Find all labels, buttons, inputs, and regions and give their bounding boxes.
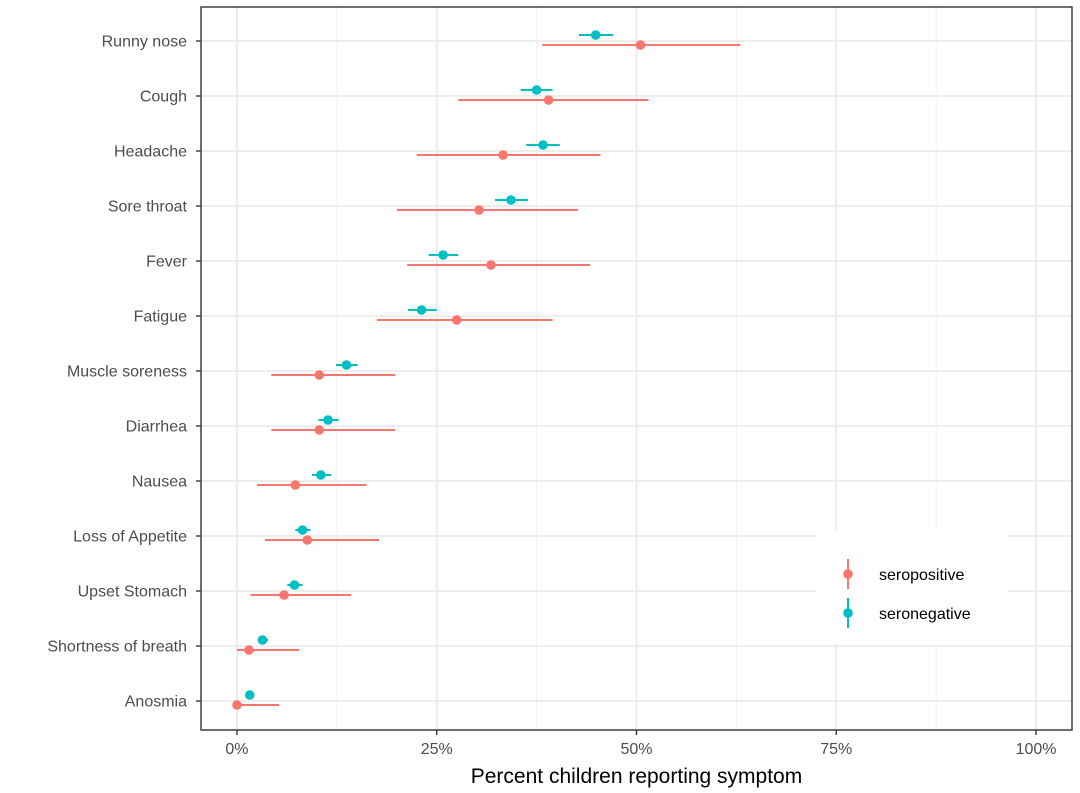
x-axis-labels: 0% 25% 50% 75% 100% bbox=[225, 730, 1057, 758]
x-tick-label: 0% bbox=[225, 741, 248, 758]
data-point bbox=[314, 425, 325, 435]
series-seronegative bbox=[244, 30, 614, 700]
panel-border bbox=[200, 6, 1073, 731]
data-point bbox=[341, 360, 352, 370]
data-point bbox=[244, 690, 255, 700]
data-point bbox=[289, 580, 300, 590]
y-tick-label: Cough bbox=[140, 89, 187, 106]
y-tick-label: Muscle soreness bbox=[67, 364, 187, 381]
x-tick-label: 75% bbox=[820, 741, 852, 758]
y-tick-label: Fatigue bbox=[134, 309, 187, 326]
grid-lines bbox=[201, 7, 1072, 730]
data-point bbox=[506, 195, 516, 205]
data-point bbox=[316, 470, 326, 480]
legend-label: seronegative bbox=[879, 606, 971, 623]
x-tick-label: 50% bbox=[620, 741, 652, 758]
y-axis-labels: Runny nose Cough Headache Sore throat Fever F… bbox=[47, 34, 201, 711]
y-tick-label: Nausea bbox=[132, 474, 187, 491]
x-axis-title: Percent children reporting symptom bbox=[471, 765, 802, 788]
data-point bbox=[323, 415, 333, 425]
x-tick-label: 100% bbox=[1016, 741, 1057, 758]
data-point bbox=[498, 150, 508, 160]
data-point bbox=[302, 535, 313, 545]
y-tick-label: Sore throat bbox=[108, 199, 188, 216]
x-tick-label: 25% bbox=[421, 741, 453, 758]
legend-key-point bbox=[843, 608, 853, 618]
data-point bbox=[438, 250, 448, 260]
data-point bbox=[531, 85, 542, 95]
legend: seropositive seronegative bbox=[816, 530, 1008, 644]
data-point bbox=[635, 40, 646, 50]
data-point bbox=[244, 645, 254, 655]
legend-background bbox=[816, 530, 1008, 644]
data-point bbox=[590, 30, 601, 40]
y-tick-label: Fever bbox=[146, 254, 188, 271]
series-seropositive bbox=[232, 40, 741, 710]
data-point bbox=[290, 480, 301, 490]
data-marks bbox=[232, 30, 741, 710]
data-point bbox=[257, 635, 268, 645]
legend-label: seropositive bbox=[879, 567, 964, 584]
y-tick-label: Anosmia bbox=[125, 694, 187, 711]
y-tick-label: Headache bbox=[114, 144, 187, 161]
legend-key-point bbox=[843, 569, 853, 579]
data-point bbox=[451, 315, 462, 325]
data-point bbox=[543, 95, 554, 105]
y-tick-label: Loss of Appetite bbox=[73, 529, 187, 546]
data-point bbox=[297, 525, 308, 535]
data-point bbox=[416, 305, 427, 315]
data-point bbox=[486, 260, 496, 270]
y-tick-label: Runny nose bbox=[102, 34, 187, 51]
y-tick-label: Diarrhea bbox=[126, 419, 187, 436]
data-point bbox=[314, 370, 325, 380]
y-tick-label: Shortness of breath bbox=[47, 639, 187, 656]
data-point bbox=[279, 590, 289, 600]
data-point bbox=[474, 205, 484, 215]
y-tick-label: Upset Stomach bbox=[78, 584, 187, 601]
data-point bbox=[538, 140, 548, 150]
data-point bbox=[232, 700, 242, 710]
